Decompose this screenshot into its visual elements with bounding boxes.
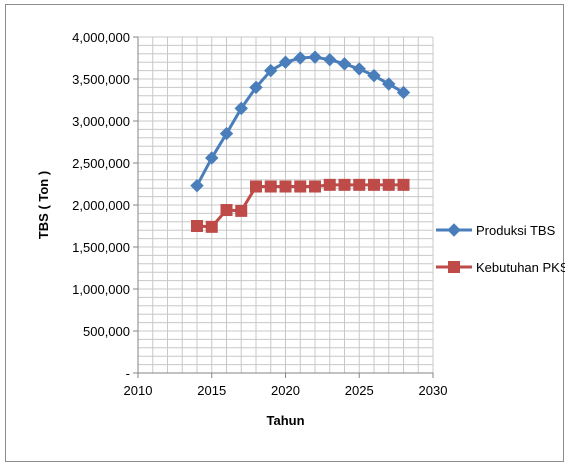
data-point-produksi-tbs <box>308 50 322 64</box>
series-area <box>190 50 411 233</box>
data-point-kebutuhan-pks <box>353 178 366 191</box>
data-point-kebutuhan-pks <box>309 180 321 193</box>
data-point-produksi-tbs <box>219 126 234 141</box>
legend-entry-kebutuhan-pks: Kebutuhan PKS <box>436 260 565 275</box>
y-tick-label: 2,000,000 <box>72 198 130 213</box>
y-tick-label: 2,500,000 <box>72 156 130 171</box>
y-tick-label: 1,000,000 <box>72 282 130 297</box>
y-tick-label: 3,000,000 <box>72 114 130 129</box>
y-tick-label: - <box>126 366 130 381</box>
line-chart: - 500,000 1,000,000 1,500,000 2,000,000 2,500… <box>36 30 565 428</box>
data-point-produksi-tbs <box>367 68 381 83</box>
series-kebutuhan-pks <box>191 178 410 233</box>
y-tick-label: 500,000 <box>83 324 130 339</box>
data-point-produksi-tbs <box>352 62 366 76</box>
data-point-kebutuhan-pks <box>235 204 248 217</box>
data-point-produksi-tbs <box>337 57 352 71</box>
chart-frame: - 500,000 1,000,000 1,500,000 2,000,000 2,500… <box>5 4 565 462</box>
tick-labels: - 500,000 1,000,000 1,500,000 2,000,000 2,500… <box>72 30 447 398</box>
y-axis-title: TBS ( Ton ) <box>36 171 51 239</box>
legend-swatch-marker <box>447 223 461 237</box>
legend-label: Kebutuhan PKS <box>476 260 565 275</box>
data-point-kebutuhan-pks <box>250 180 262 193</box>
x-tick-label: 2015 <box>197 383 226 398</box>
data-point-produksi-tbs <box>293 51 307 65</box>
y-tick-label: 1,500,000 <box>72 240 130 255</box>
data-point-produksi-tbs <box>382 77 396 91</box>
x-axis-title: Tahun <box>266 413 304 428</box>
data-point-kebutuhan-pks <box>279 180 292 193</box>
y-tick-label: 3,500,000 <box>72 72 130 87</box>
data-point-kebutuhan-pks <box>191 220 203 232</box>
legend-swatch-marker <box>448 261 460 273</box>
legend: Produksi TBS Kebutuhan PKS <box>436 223 565 275</box>
y-tick-label: 4,000,000 <box>72 30 130 45</box>
x-tick-label: 2020 <box>271 383 300 398</box>
data-point-produksi-tbs <box>264 63 278 78</box>
series-produksi-tbs <box>190 50 411 193</box>
data-point-produksi-tbs <box>205 151 219 165</box>
data-point-kebutuhan-pks <box>205 220 218 233</box>
axes <box>133 36 434 378</box>
data-point-produksi-tbs <box>323 52 337 67</box>
data-point-kebutuhan-pks <box>397 178 410 191</box>
data-point-produksi-tbs <box>234 101 248 116</box>
data-point-produksi-tbs <box>249 80 263 95</box>
data-point-produksi-tbs <box>278 55 293 69</box>
legend-entry-produksi-tbs: Produksi TBS <box>436 223 556 238</box>
data-point-kebutuhan-pks <box>220 204 233 217</box>
x-tick-label: 2010 <box>124 383 153 398</box>
data-point-kebutuhan-pks <box>382 178 395 191</box>
x-tick-label: 2030 <box>419 383 448 398</box>
data-point-kebutuhan-pks <box>323 178 336 191</box>
data-point-kebutuhan-pks <box>338 178 351 191</box>
data-point-kebutuhan-pks <box>294 180 307 193</box>
data-point-produksi-tbs <box>396 85 411 100</box>
data-point-kebutuhan-pks <box>368 178 380 191</box>
data-point-kebutuhan-pks <box>264 180 277 193</box>
legend-label: Produksi TBS <box>476 223 556 238</box>
x-tick-label: 2025 <box>345 383 374 398</box>
data-point-produksi-tbs <box>190 178 204 193</box>
